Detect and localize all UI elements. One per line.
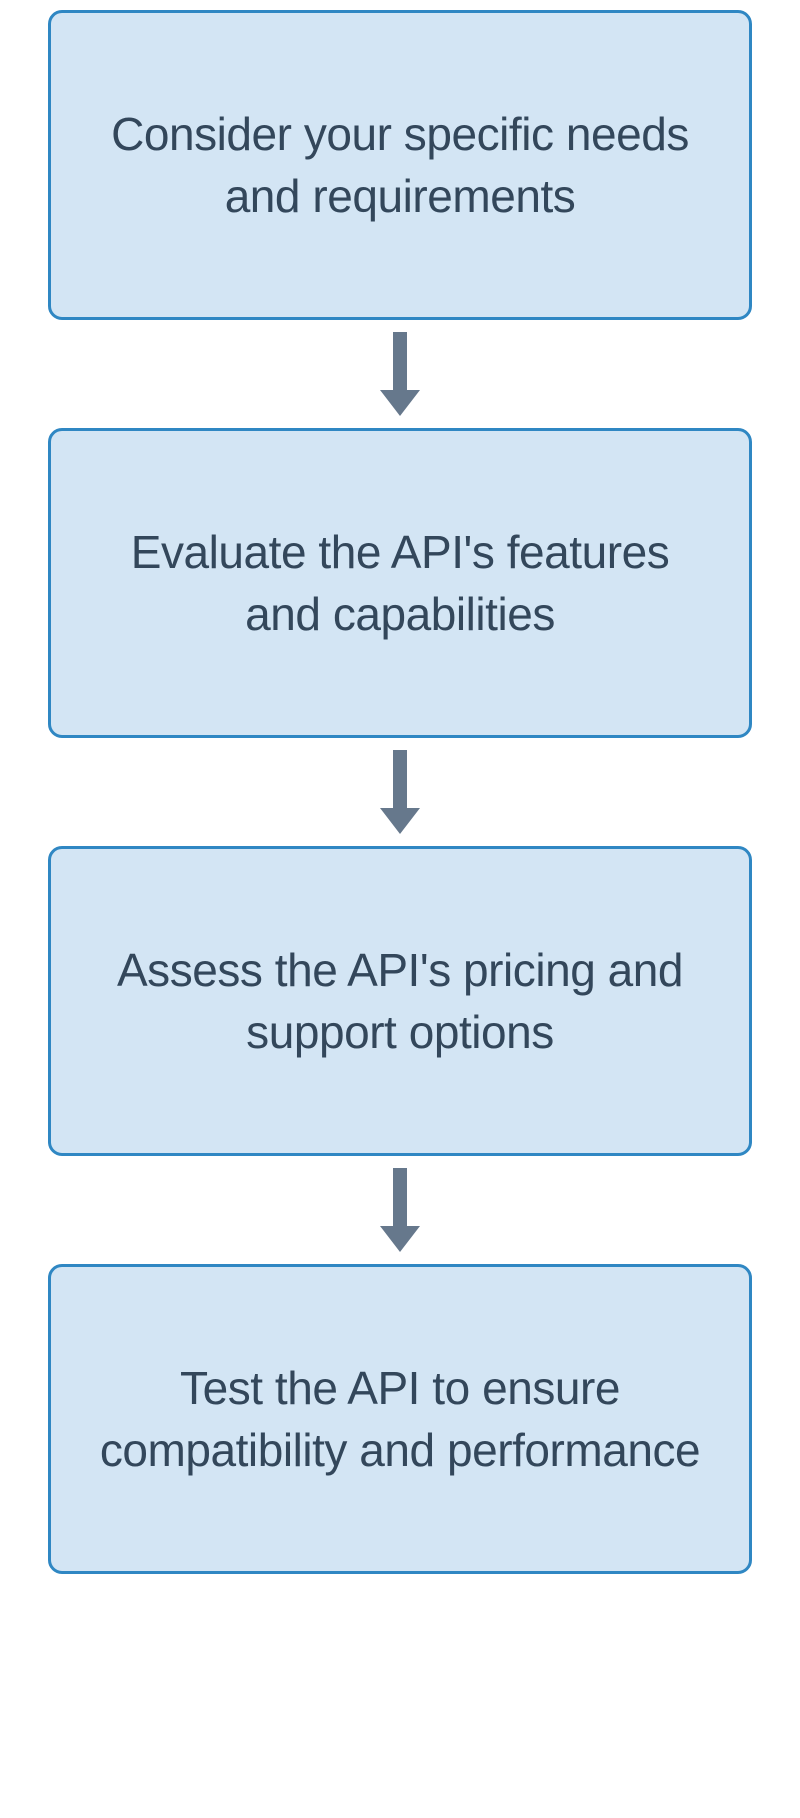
flowchart-node: Consider your specific needs and require… — [48, 10, 752, 320]
flowchart-arrow — [380, 332, 420, 416]
flowchart-node-label: Assess the API's pricing and support opt… — [87, 939, 713, 1063]
flowchart-node: Evaluate the API's features and capabili… — [48, 428, 752, 738]
flowchart-node: Test the API to ensure compatibility and… — [48, 1264, 752, 1574]
arrow-shaft — [393, 750, 407, 808]
arrow-shaft — [393, 332, 407, 390]
arrow-down-icon — [380, 390, 420, 416]
flowchart-node-label: Test the API to ensure compatibility and… — [87, 1357, 713, 1481]
flowchart-container: Consider your specific needs and require… — [48, 10, 752, 1574]
flowchart-arrow — [380, 1168, 420, 1252]
arrow-shaft — [393, 1168, 407, 1226]
arrow-down-icon — [380, 1226, 420, 1252]
flowchart-node-label: Consider your specific needs and require… — [87, 103, 713, 227]
flowchart-arrow — [380, 750, 420, 834]
flowchart-node: Assess the API's pricing and support opt… — [48, 846, 752, 1156]
flowchart-node-label: Evaluate the API's features and capabili… — [87, 521, 713, 645]
arrow-down-icon — [380, 808, 420, 834]
